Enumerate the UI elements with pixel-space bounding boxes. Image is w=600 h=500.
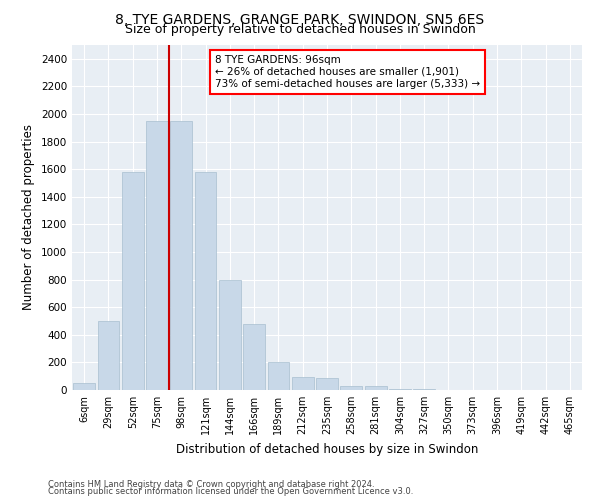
Bar [73,383,95,390]
Bar [97,321,119,390]
Text: Contains HM Land Registry data © Crown copyright and database right 2024.: Contains HM Land Registry data © Crown c… [48,480,374,489]
Text: 8 TYE GARDENS: 96sqm
← 26% of detached houses are smaller (1,901)
73% of semi-de: 8 TYE GARDENS: 96sqm ← 26% of detached h… [215,56,480,88]
Bar [389,388,411,390]
Bar [243,324,265,390]
Text: 8, TYE GARDENS, GRANGE PARK, SWINDON, SN5 6ES: 8, TYE GARDENS, GRANGE PARK, SWINDON, SN… [115,12,485,26]
Text: Contains public sector information licensed under the Open Government Licence v3: Contains public sector information licen… [48,487,413,496]
Bar [219,280,241,390]
Bar [194,172,217,390]
Bar [316,378,338,390]
Bar [340,386,362,390]
Y-axis label: Number of detached properties: Number of detached properties [22,124,35,310]
Text: Size of property relative to detached houses in Swindon: Size of property relative to detached ho… [125,22,475,36]
X-axis label: Distribution of detached houses by size in Swindon: Distribution of detached houses by size … [176,442,478,456]
Bar [292,377,314,390]
Bar [268,362,289,390]
Bar [146,121,168,390]
Bar [122,172,143,390]
Bar [170,121,192,390]
Bar [365,386,386,390]
